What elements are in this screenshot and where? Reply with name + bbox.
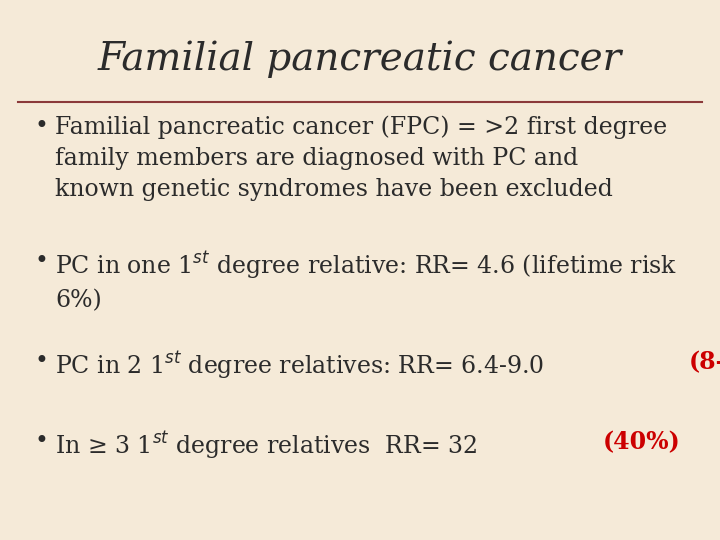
Text: PC in 2 1$^{st}$ degree relatives: RR= 6.4-9.0: PC in 2 1$^{st}$ degree relatives: RR= 6… [55, 350, 546, 381]
Text: In ≥ 3 1$^{st}$ degree relatives  RR= 32: In ≥ 3 1$^{st}$ degree relatives RR= 32 [55, 430, 480, 461]
Text: Familial pancreatic cancer: Familial pancreatic cancer [98, 40, 622, 78]
Text: In ≥ 3 1$^{st}$ degree relatives  RR= 32: In ≥ 3 1$^{st}$ degree relatives RR= 32 [55, 430, 480, 461]
Text: PC in 2 1$^{st}$ degree relatives: RR= 6.4-9.0: PC in 2 1$^{st}$ degree relatives: RR= 6… [55, 350, 546, 381]
Text: •: • [35, 115, 49, 138]
Text: •: • [35, 350, 49, 373]
Text: PC in one 1$^{st}$ degree relative: RR= 4.6 (lifetime risk
6%): PC in one 1$^{st}$ degree relative: RR= … [55, 250, 678, 313]
Text: •: • [35, 430, 49, 453]
Text: (8-12%): (8-12%) [688, 350, 720, 374]
Text: (40%): (40%) [603, 430, 681, 454]
Text: Familial pancreatic cancer (FPC) = >2 first degree
family members are diagnosed : Familial pancreatic cancer (FPC) = >2 fi… [55, 115, 667, 201]
Text: •: • [35, 250, 49, 273]
